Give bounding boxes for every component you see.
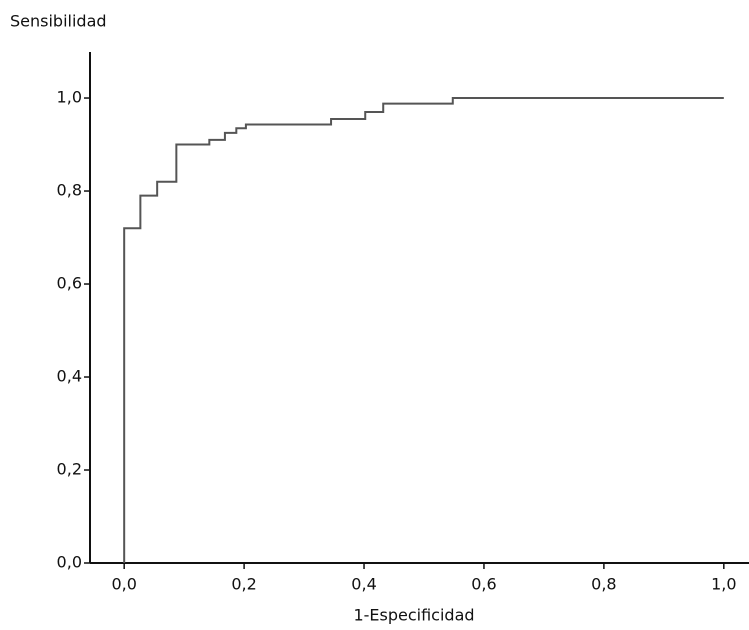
- y-tick-label: 0,4: [57, 367, 82, 386]
- x-axis-label: 1-Especificidad: [353, 606, 474, 625]
- y-tick-label: 0,0: [57, 553, 82, 572]
- y-tick-label: 0,8: [57, 181, 82, 200]
- y-tick-label: 0,2: [57, 460, 82, 479]
- roc-curve: [123, 97, 724, 563]
- x-tick-label: 1,0: [711, 575, 736, 594]
- y-axis-label: Sensibilidad: [10, 12, 107, 31]
- x-tick-label: 0,4: [351, 575, 376, 594]
- y-tick-label: 0,6: [57, 274, 82, 293]
- y-tick-label: 1,0: [57, 88, 82, 107]
- x-tick-label: 0,8: [591, 575, 616, 594]
- x-tick-label: 0,6: [471, 575, 496, 594]
- x-tick-label: 0,2: [231, 575, 256, 594]
- x-tick-label: 0,0: [111, 575, 136, 594]
